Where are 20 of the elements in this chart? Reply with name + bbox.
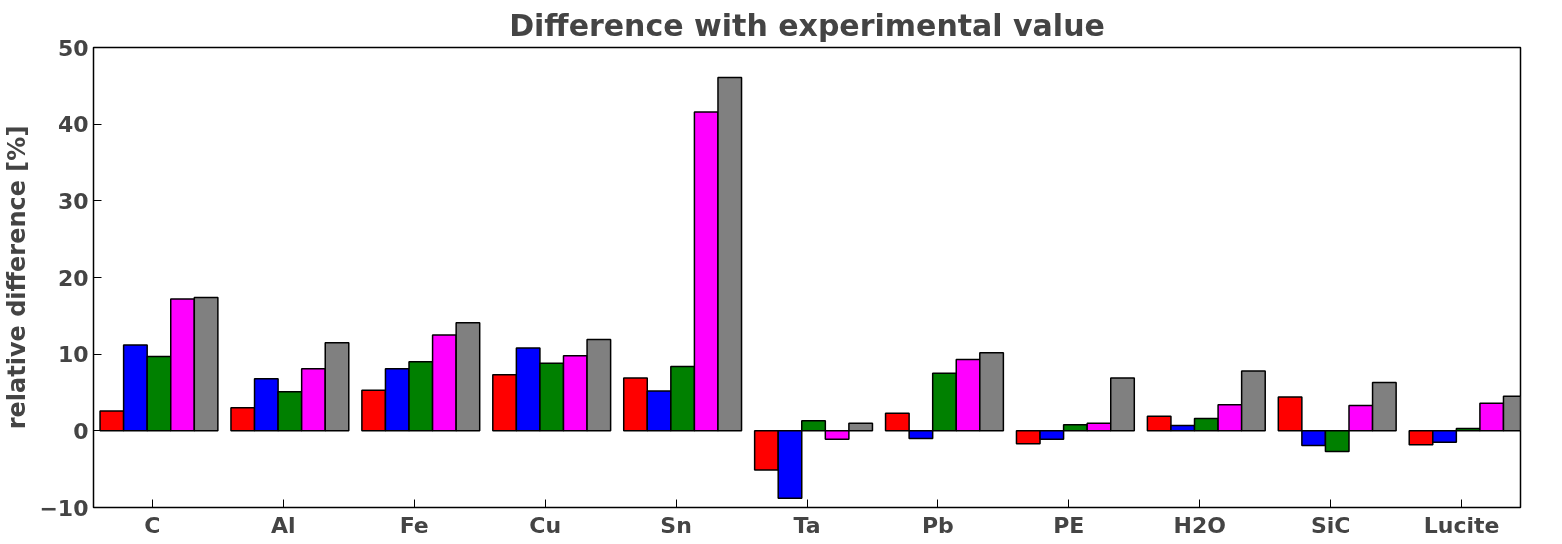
x-tick-label: Fe bbox=[399, 512, 429, 538]
y-tick-label: 30 bbox=[57, 188, 89, 214]
x-tick-label: Ta bbox=[793, 512, 821, 538]
y-tick-label: 20 bbox=[57, 265, 89, 291]
y-tick-label: 50 bbox=[57, 35, 89, 61]
x-tick-label: Pb bbox=[921, 512, 954, 538]
x-tick-label: PE bbox=[1053, 512, 1085, 538]
chart-title: Difference with experimental value bbox=[509, 7, 1105, 43]
x-tick-label: H2O bbox=[1173, 512, 1226, 538]
x-tick-label: Al bbox=[271, 512, 296, 538]
y-tick-label: 10 bbox=[57, 342, 89, 368]
y-tick-label: 40 bbox=[57, 112, 89, 138]
x-tick-label: Sn bbox=[660, 512, 692, 538]
y-axis-title: relative difference [%] bbox=[3, 125, 32, 430]
x-tick-label: SiC bbox=[1310, 512, 1351, 538]
y-tick-label: −10 bbox=[39, 495, 89, 521]
x-tick-label: C bbox=[144, 512, 161, 538]
x-tick-label: Lucite bbox=[1423, 512, 1500, 538]
x-tick-label: Cu bbox=[529, 512, 562, 538]
y-tick-label: 0 bbox=[73, 418, 89, 444]
